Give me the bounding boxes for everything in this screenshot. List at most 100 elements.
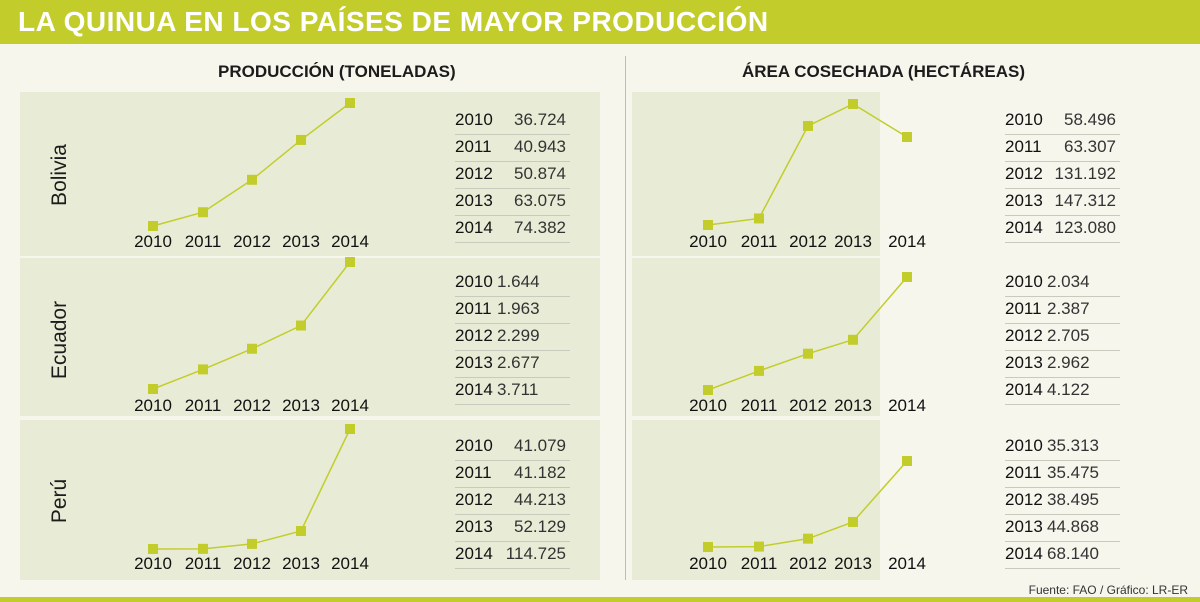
table-row: 2011 35.475 [1005,461,1120,488]
table-value: 147.312 [1054,191,1116,210]
table-value: 4.122 [1047,380,1090,399]
table-value: 131.192 [1054,164,1116,183]
table-row: 2013 147.312 [1005,189,1120,216]
table-year: 2011 [455,137,492,156]
table-year: 2010 [455,110,493,129]
x-tick-label: 2011 [741,554,778,573]
data-table-peru-production: 2010 41.079 2011 41.182 2012 44.213 2013 52.129… [455,434,570,569]
data-point-2011 [198,543,208,554]
column-title-area: ÁREA COSECHADA (HECTÁREAS) [742,62,1026,81]
x-tick-label: 2011 [185,554,222,573]
table-year: 2012 [455,326,493,345]
table-value: 63.307 [1064,137,1116,156]
table-year: 2011 [455,463,492,482]
table-value: 68.140 [1047,544,1099,563]
table-value: 41.182 [514,463,566,482]
table-year: 2011 [1005,299,1042,318]
table-value: 74.382 [514,218,566,237]
x-tick-label: 2013 [834,554,872,573]
table-row: 2011 1.963 [455,297,570,324]
x-tick-label: 2012 [233,232,271,251]
data-point-2013 [848,99,858,109]
table-value: 1.644 [497,272,540,291]
data-point-2014 [345,424,355,434]
x-tick-label: 2014 [888,396,926,415]
table-row: 2013 63.075 [455,189,570,216]
x-tick-label: 2013 [834,232,872,251]
x-tick-label: 2013 [282,554,320,573]
table-year: 2012 [1005,164,1043,183]
data-table-peru-area: 2010 35.313 2011 35.475 2012 38.495 2013 44.868… [1005,434,1120,569]
data-point-2014 [902,272,912,282]
table-year: 2010 [1005,272,1043,291]
table-value: 36.724 [514,110,566,129]
table-value: 52.129 [514,517,566,536]
x-tick-label: 2010 [689,232,727,251]
table-value: 35.313 [1047,436,1099,455]
table-row: 2012 2.705 [1005,324,1120,351]
table-row: 2013 2.677 [455,351,570,378]
table-row: 2010 36.724 [455,108,570,135]
data-point-2012 [247,538,257,549]
table-row: 2012 38.495 [1005,488,1120,515]
data-point-2012 [247,174,257,185]
x-tick-label: 2014 [331,554,369,573]
table-value: 35.475 [1047,463,1099,482]
data-table-ecuador-production: 2010 1.644 2011 1.963 2012 2.299 2013 2.677 2014… [455,270,570,405]
x-tick-label: 2013 [282,396,320,415]
source-credit: Fuente: FAO / Gráfico: LR-ER [1028,583,1188,597]
table-value: 3.711 [497,380,539,399]
table-year: 2011 [455,299,492,318]
table-year: 2012 [455,490,493,509]
table-value: 2.034 [1047,272,1090,291]
x-tick-label: 2010 [134,396,172,415]
table-year: 2013 [455,353,493,372]
table-row: 2013 44.868 [1005,515,1120,542]
x-tick-label: 2010 [134,232,172,251]
table-row: 2013 2.962 [1005,351,1120,378]
table-row: 2012 44.213 [455,488,570,515]
table-value: 123.080 [1054,218,1116,237]
data-point-2010 [148,544,158,554]
table-row: 2011 63.307 [1005,135,1120,162]
table-year: 2014 [455,218,493,237]
data-point-2010 [148,384,158,394]
x-tick-label: 2014 [331,232,369,251]
table-value: 2.705 [1047,326,1090,345]
x-tick-label: 2011 [185,232,222,251]
data-point-2011 [754,213,764,224]
data-point-2011 [198,364,208,375]
table-row: 2010 2.034 [1005,270,1120,297]
x-tick-label: 2011 [185,396,222,415]
table-row: 2012 131.192 [1005,162,1120,189]
data-point-2010 [703,385,713,395]
table-year: 2012 [1005,490,1043,509]
data-point-2013 [296,320,306,331]
table-value: 38.495 [1047,490,1099,509]
table-year: 2014 [455,544,493,563]
table-year: 2010 [455,436,493,455]
x-tick-label: 2010 [134,554,172,573]
table-year: 2013 [455,191,493,210]
table-value: 2.387 [1047,299,1090,318]
table-value: 41.079 [514,436,566,455]
data-point-2012 [803,120,813,131]
table-year: 2013 [1005,353,1043,372]
data-point-2013 [296,525,306,536]
table-row: 2010 58.496 [1005,108,1120,135]
data-point-2014 [902,132,912,143]
table-row: 2014 74.382 [455,216,570,243]
table-value: 2.299 [497,326,540,345]
table-value: 2.962 [1047,353,1090,372]
data-table-bolivia-area: 2010 58.496 2011 63.307 2012 131.192 2013 147.3… [1005,108,1120,243]
data-point-2010 [703,542,713,552]
data-point-2013 [848,334,858,345]
data-point-2013 [296,134,306,145]
column-title-production: PRODUCCIÓN (TONELADAS) [218,62,456,81]
table-row: 2010 35.313 [1005,434,1120,461]
data-point-2012 [803,533,813,544]
table-row: 2014 4.122 [1005,378,1120,405]
